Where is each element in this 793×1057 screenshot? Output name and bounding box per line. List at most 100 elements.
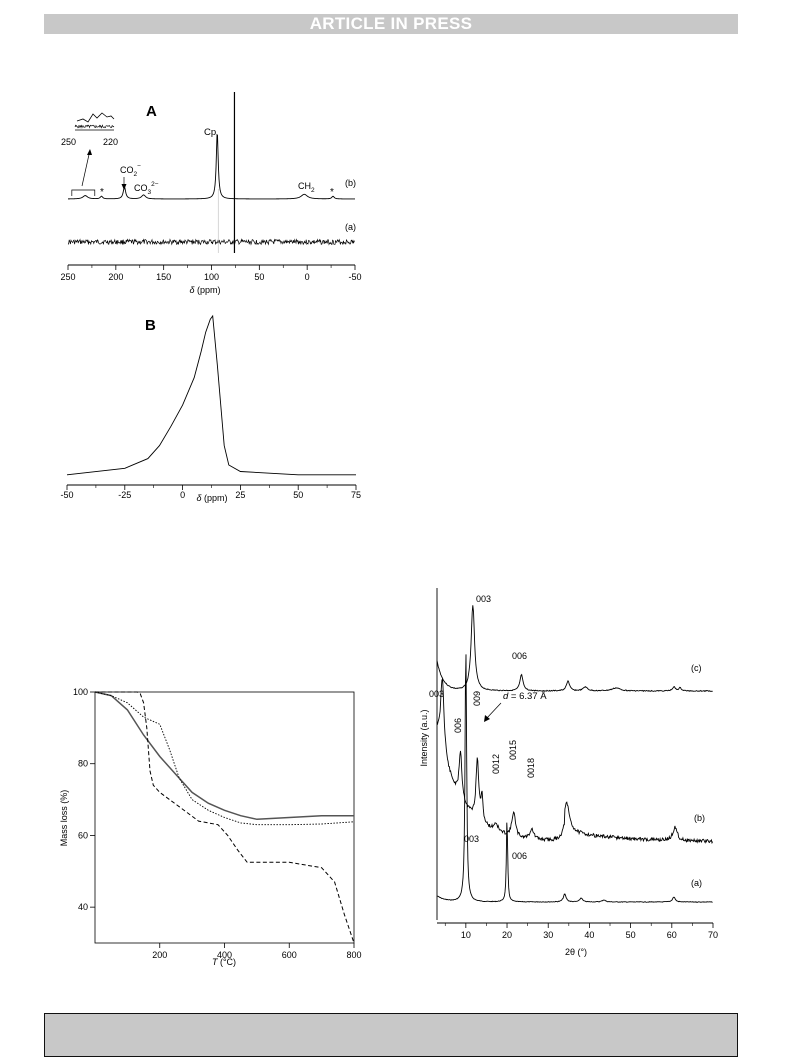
inset-signal [76, 112, 115, 123]
nmr-a-x-tick-label: -50 [348, 272, 361, 282]
inset-ticks [74, 124, 115, 129]
peak-a-003: 003 [464, 834, 479, 844]
nmr-b-x-tick-label: 25 [235, 490, 245, 500]
delta-symbol: δ [189, 285, 195, 295]
nmr-a-x-tick-label: 250 [60, 272, 75, 282]
nmr-figure-a: A 250 220 Cp CO2− CO32− CH2 * * (b) (a) … [60, 92, 362, 295]
tga-x-axis-label: T (°C) [212, 957, 236, 967]
xrd-x-tick-label: 60 [667, 930, 677, 940]
xrd-y-axis-label: Intensity (a.u.) [419, 709, 429, 766]
nmr-b-x-tick-label: 75 [351, 490, 361, 500]
peak-label-cp: Cp [204, 127, 216, 138]
xrd-curves [436, 605, 713, 903]
tga-y-axis-label: Mass loss (%) [59, 790, 69, 847]
spinning-sideband-star-2: * [330, 187, 334, 198]
delta-symbol-b: δ [196, 493, 202, 503]
nmr-b-x-tick-label: -25 [118, 490, 131, 500]
trace-label-c: (c) [691, 663, 702, 673]
nmr-a-x-tick-label: 100 [204, 272, 219, 282]
nmr-a-x-tick-label: 150 [156, 272, 171, 282]
ppm-unit-b: (ppm) [202, 493, 228, 503]
tga-curve-solid [94, 691, 354, 821]
xrd-x-tick-label: 30 [543, 930, 553, 940]
nmr-b-trace [66, 314, 356, 476]
peak-a-006: 006 [512, 851, 527, 861]
nmr-a-x-tick-label: 50 [254, 272, 264, 282]
nmr-b-x-tick-label: -50 [60, 490, 73, 500]
inset-noise [74, 124, 115, 129]
co2-arrowhead [121, 184, 127, 190]
ppm-unit: (ppm) [195, 285, 221, 295]
nmr-a-x-tick-label: 0 [305, 272, 310, 282]
peak-b-003: 003 [429, 689, 444, 699]
peak-b-009: 009 [472, 691, 482, 706]
tga-axes: 200 400 600 800 40 60 80 100 [73, 687, 362, 960]
svg-text:CO2−: CO2− [120, 163, 141, 178]
nmr-a-trace-b [67, 133, 356, 200]
peak-label-co3: CO32− [134, 181, 159, 196]
d-value: = 6.37 Å [508, 691, 547, 702]
tga-x-tick-label: 400 [217, 950, 232, 960]
xrd-figure: 10 20 30 40 50 60 70 Intensity (a.u.) 2θ (°) (… [419, 588, 718, 957]
ch2-sub: 2 [311, 187, 315, 194]
tga-x-tick-label: 800 [346, 950, 361, 960]
ch2-base: CH [298, 181, 311, 191]
peak-b-0012: 0012 [491, 754, 501, 774]
inset-arrow [81, 149, 91, 187]
nmr-a-x-axis: 250 200 150 100 50 0 -50 [60, 264, 362, 282]
peak-c-006: 006 [512, 651, 527, 661]
d-spacing-annotation: d = 6.37 Å [484, 691, 547, 722]
tga-y-tick-label: 60 [78, 830, 88, 840]
nmr-b-signal [66, 314, 356, 476]
nmr-b-x-axis-label: δ (ppm) [196, 493, 227, 503]
celsius-unit: (°C) [217, 957, 236, 967]
peak-c-003: 003 [476, 594, 491, 604]
tga-y-tick-label: 80 [78, 759, 88, 769]
co3-base: CO [134, 183, 148, 193]
peak-b-0018: 0018 [526, 758, 536, 778]
peak-b-006: 006 [453, 718, 463, 733]
d-symbol: d [503, 691, 509, 702]
nmr-a-trace-a [67, 238, 355, 246]
inset-arrowhead [87, 149, 92, 155]
nmr-a-traces [67, 92, 356, 253]
peak-b-0015: 0015 [508, 740, 518, 760]
d-spacing-arrow [485, 702, 502, 720]
spinning-sideband-star-1: * [100, 187, 104, 198]
xrd-x-tick-label: 40 [584, 930, 594, 940]
nmr-a-x-tick-label: 200 [108, 272, 123, 282]
tga-y-tick-label: 100 [73, 687, 88, 697]
trace-label-b: (b) [345, 178, 356, 188]
xrd-trace-a [436, 654, 713, 903]
tga-figure: 200 400 600 800 40 60 80 100 Mass loss (%) T (°… [59, 687, 362, 967]
trace-label-a: (a) [345, 222, 356, 232]
peak-label-co2: CO2− [120, 163, 141, 190]
xrd-x-tick-label: 20 [502, 930, 512, 940]
trace-label-a-xrd: (a) [691, 878, 702, 888]
co3-sub: 3 [148, 189, 152, 196]
nmr-b-x-tick-label: 0 [180, 490, 185, 500]
peak-label-ch2: CH2 [298, 181, 315, 194]
trace-label-b-xrd: (b) [694, 813, 705, 823]
tga-x-tick-label: 200 [152, 950, 167, 960]
xrd-trace-b [436, 678, 713, 845]
tga-curve-dotted [94, 691, 355, 826]
inset-tick-left: 250 [61, 137, 76, 147]
co2-sup: − [137, 163, 141, 170]
xrd-axes: 10 20 30 40 50 60 70 [437, 922, 718, 940]
nmr-a-x-axis-label: δ (ppm) [189, 285, 220, 295]
xrd-x-axis-label: 2θ (°) [565, 947, 587, 957]
tga-curves [94, 691, 355, 944]
article-in-press-banner: ARTICLE IN PRESS [44, 14, 738, 34]
tga-y-tick-label: 40 [78, 902, 88, 912]
tga-curve-dashed [95, 691, 355, 944]
xrd-x-tick-label: 70 [708, 930, 718, 940]
co2-base: CO [120, 165, 134, 175]
nmr-b-x-tick-label: 50 [293, 490, 303, 500]
panel-label-b: B [145, 317, 156, 334]
d-spacing-arrowhead [484, 715, 490, 722]
nmr-a-inset: 250 220 [61, 112, 118, 187]
xrd-trace-c [436, 605, 713, 692]
xrd-x-tick-label: 50 [626, 930, 636, 940]
inset-tick-right: 220 [103, 137, 118, 147]
